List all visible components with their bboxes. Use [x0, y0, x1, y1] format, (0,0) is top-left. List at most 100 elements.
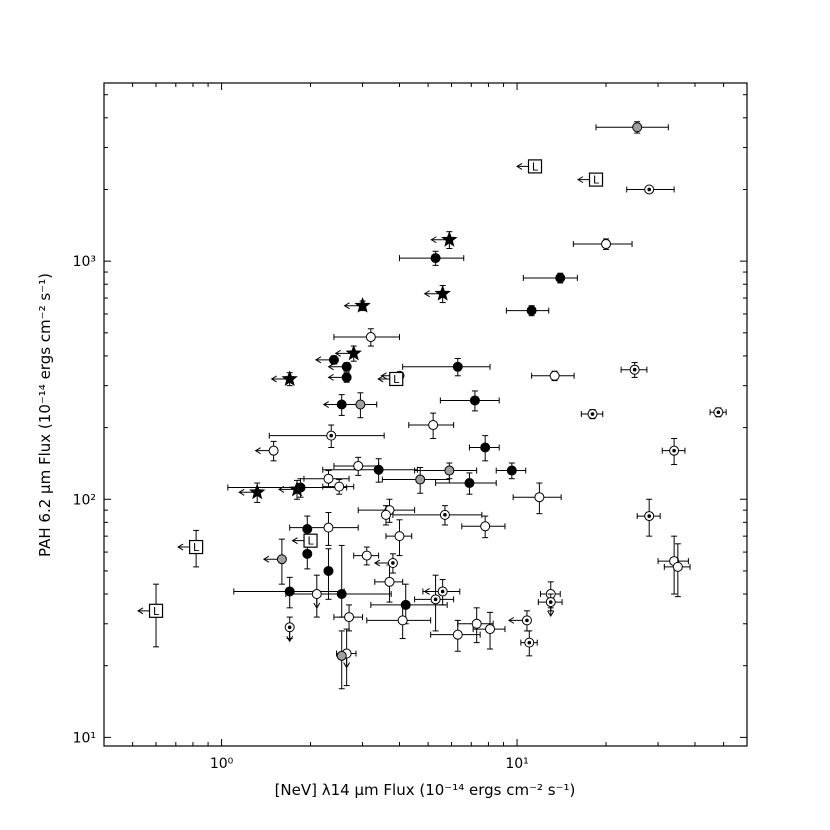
marker-open-circle	[344, 612, 355, 623]
data-point	[472, 611, 506, 650]
limit-arrowhead	[334, 349, 341, 357]
data-point	[595, 121, 669, 134]
limit-arrowhead	[377, 375, 384, 383]
marker-open-circle	[601, 239, 612, 250]
data-point	[285, 544, 392, 618]
marker-l-square	[588, 172, 604, 187]
limit-arrowhead	[343, 302, 350, 310]
marker-star	[441, 231, 458, 247]
chart-marks: L L L L L L	[137, 121, 727, 690]
x-tick-label: 10¹	[505, 756, 528, 772]
limit-arrowhead	[137, 607, 144, 615]
marker-open-circle	[361, 550, 372, 561]
marker-center-dot	[329, 433, 334, 438]
data-point	[430, 231, 458, 250]
data-point	[366, 604, 432, 640]
marker-gray-circle	[415, 474, 426, 485]
marker-open-circle	[394, 531, 405, 542]
marker-center-dot	[440, 589, 445, 594]
marker-filled-circle	[430, 253, 441, 264]
marker-open-circle	[428, 420, 439, 431]
limit-arrowhead	[423, 588, 430, 595]
marker-l-square	[389, 371, 404, 387]
marker-filled-circle	[555, 272, 566, 283]
data-point	[333, 328, 400, 347]
plot-frame	[103, 82, 748, 747]
marker-star	[434, 285, 451, 301]
marker-center-dot	[716, 410, 721, 415]
limit-arrowhead	[254, 447, 261, 455]
marker-filled-circle	[464, 478, 475, 489]
limit-arrowhead	[286, 636, 294, 643]
data-point	[402, 358, 491, 377]
marker-l-letter: L	[193, 541, 200, 554]
data-point	[414, 574, 455, 632]
y-axis-label: PAH 6.2 μm Flux (10⁻¹⁴ ergs cm⁻² s⁻¹)	[36, 273, 54, 557]
data-point	[626, 184, 675, 195]
marker-open-circle	[323, 522, 334, 533]
marker-open-circle	[485, 624, 496, 635]
marker-center-dot	[527, 640, 532, 645]
data-point	[278, 479, 306, 500]
marker-center-dot	[525, 618, 529, 623]
data-point	[353, 546, 380, 566]
data-point	[380, 505, 391, 526]
marker-open-circle	[452, 629, 463, 640]
marker-open-circle	[672, 561, 683, 572]
data-point	[636, 498, 661, 537]
limit-arrowhead	[278, 485, 285, 493]
data-point	[254, 440, 279, 462]
data-point	[238, 482, 266, 503]
marker-l-letter: L	[393, 373, 400, 386]
marker-open-circle	[268, 445, 279, 456]
marker-star	[345, 344, 362, 361]
limit-arrowhead	[327, 363, 334, 371]
x-axis-label: [NeV] λ14 μm Flux (10⁻¹⁴ ergs cm⁻² s⁻¹)	[275, 781, 576, 799]
marker-l-letter: L	[593, 174, 600, 187]
limit-arrowhead	[516, 162, 523, 170]
marker-center-dot	[647, 514, 651, 518]
limit-arrowhead	[314, 356, 322, 364]
data-point	[430, 619, 481, 652]
data-point	[284, 616, 295, 643]
axis-tick-labels: 10⁰ 10¹ 10¹ 10² 10³	[73, 254, 529, 772]
data-point	[381, 466, 450, 494]
data-point	[512, 482, 562, 515]
marker-filled-circle	[506, 465, 517, 476]
data-point	[374, 564, 404, 603]
marker-gray-circle	[336, 650, 347, 661]
data-point	[334, 344, 362, 362]
marker-center-dot	[632, 367, 637, 372]
marker-gray-circle	[632, 122, 643, 133]
data-point	[262, 538, 287, 585]
marker-open-circle	[384, 576, 395, 587]
marker-filled-circle	[341, 372, 352, 383]
data-point: L	[377, 371, 404, 387]
marker-star	[354, 297, 371, 313]
marker-center-dot	[647, 187, 651, 192]
marker-l-square	[189, 539, 204, 555]
marker-filled-circle	[452, 361, 463, 372]
data-point	[468, 435, 500, 462]
marker-center-dot	[548, 600, 553, 604]
marker-center-dot	[391, 561, 395, 565]
marker-l-letter: L	[153, 605, 160, 618]
data-point	[343, 297, 371, 313]
limit-arrowhead	[270, 375, 277, 383]
data-point	[385, 519, 413, 557]
data-point	[620, 362, 648, 378]
marker-filled-circle	[336, 589, 347, 600]
data-point	[392, 505, 483, 526]
data-point	[336, 630, 347, 690]
data-point	[422, 579, 461, 606]
marker-filled-circle	[284, 586, 295, 597]
limit-arrowhead	[577, 176, 584, 184]
marker-open-circle	[380, 509, 391, 520]
data-point	[457, 607, 494, 644]
data-point: L	[137, 583, 164, 648]
limit-arrowhead	[262, 555, 270, 563]
data-point	[661, 437, 686, 465]
data-point	[323, 548, 334, 600]
data-point	[333, 456, 380, 476]
marker-center-dot	[443, 513, 447, 517]
